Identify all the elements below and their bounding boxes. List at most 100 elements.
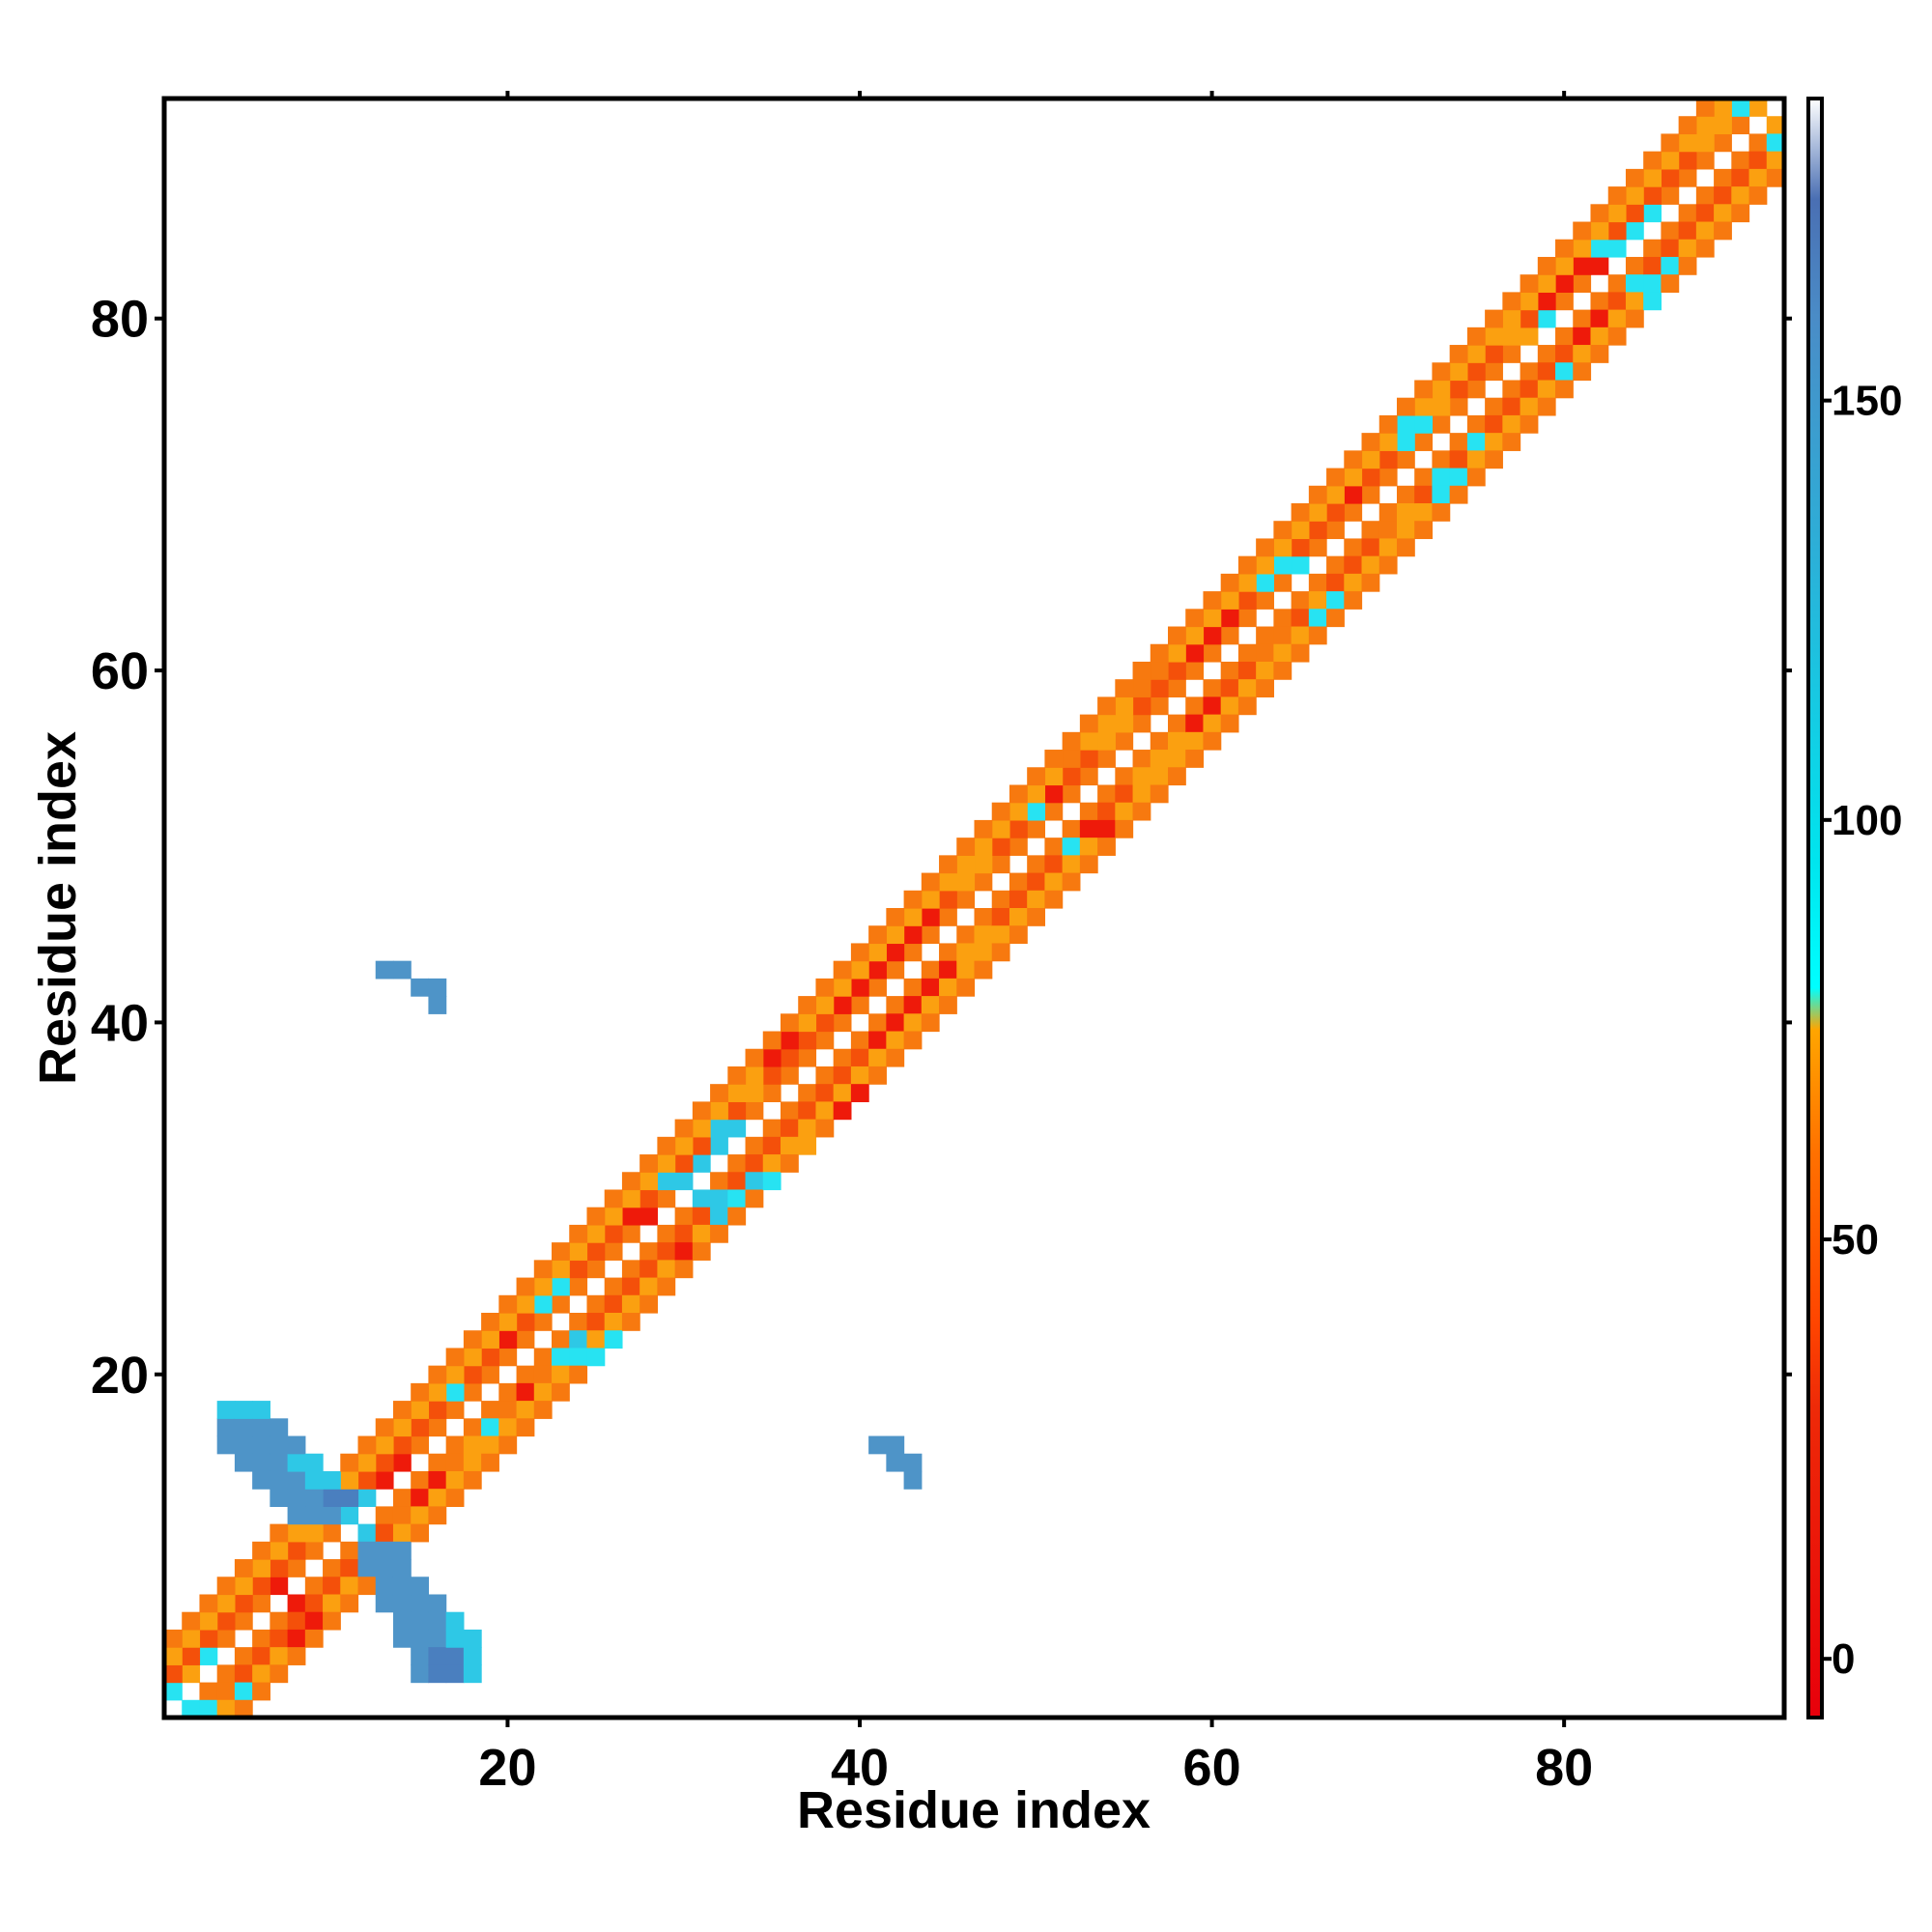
heatmap-cell <box>710 1136 728 1155</box>
colorbar: 0 50 100 150 <box>1806 97 1902 1719</box>
heatmap-cell <box>182 1699 201 1719</box>
heatmap-cell <box>1625 221 1644 241</box>
heatmap-cell <box>833 1065 852 1085</box>
heatmap-cell <box>304 1523 324 1543</box>
heatmap-cell <box>1695 151 1715 170</box>
heatmap-cell <box>762 1119 781 1138</box>
heatmap-cell <box>1150 679 1169 697</box>
heatmap-cell <box>1115 731 1134 751</box>
heatmap-cell <box>182 1629 201 1648</box>
heatmap-cell <box>1678 221 1697 241</box>
heatmap-cell <box>287 1629 306 1648</box>
heatmap-cell <box>1097 714 1116 733</box>
heatmap-cell <box>1237 555 1257 575</box>
heatmap-cell <box>481 1401 499 1419</box>
heatmap-cell <box>216 1664 236 1684</box>
heatmap-cell <box>903 978 923 997</box>
heatmap-cell <box>182 1611 201 1631</box>
heatmap-cell <box>1643 204 1662 223</box>
heatmap-cell <box>1396 485 1415 504</box>
heatmap-cell <box>533 1313 553 1331</box>
heatmap-cell <box>1449 397 1468 416</box>
heatmap-cell <box>1237 573 1257 592</box>
heatmap-cell <box>340 1541 359 1560</box>
heatmap-cell <box>657 1154 676 1173</box>
heatmap-cell <box>1291 643 1310 663</box>
heatmap-cell <box>815 996 835 1014</box>
heatmap-cell <box>1573 309 1592 328</box>
heatmap-cell <box>1185 643 1205 663</box>
heatmap-cell <box>1485 450 1503 469</box>
heatmap-cell <box>798 996 817 1014</box>
heatmap-cell <box>1115 784 1134 804</box>
heatmap-cell <box>886 960 905 980</box>
heatmap-cell <box>445 1382 465 1402</box>
heatmap-cell <box>1009 802 1028 821</box>
heatmap-cell <box>974 838 993 856</box>
heatmap-cell <box>1520 397 1539 416</box>
heatmap-cell <box>674 1119 694 1138</box>
heatmap-cell <box>216 1699 236 1719</box>
heatmap-cell <box>1625 309 1644 328</box>
heatmap-cell <box>252 1682 270 1701</box>
colorbar-tick-label: 50 <box>1832 1216 1879 1264</box>
heatmap-cell <box>586 1313 606 1331</box>
heatmap-cell <box>287 1594 306 1613</box>
heatmap-cell <box>991 802 1010 821</box>
heatmap-cell <box>164 1664 183 1684</box>
x-tick-label: 60 <box>1183 1739 1241 1797</box>
heatmap-cell <box>516 1277 535 1296</box>
heatmap-cell <box>569 1348 588 1367</box>
heatmap-cell <box>445 1435 465 1455</box>
heatmap-cell <box>1520 309 1539 328</box>
heatmap-cell <box>991 908 1010 926</box>
heatmap-cell <box>287 1611 306 1631</box>
heatmap-cell <box>657 1189 676 1208</box>
heatmap-cell <box>1326 521 1345 540</box>
heatmap-cell <box>428 996 447 1014</box>
heatmap-cell <box>886 925 905 945</box>
heatmap-cell <box>1308 573 1327 592</box>
heatmap-cell <box>762 1136 781 1155</box>
heatmap-cell <box>921 996 940 1014</box>
heatmap-cell <box>1766 133 1785 153</box>
heatmap-cell <box>1062 750 1081 768</box>
heatmap-cell <box>199 1629 218 1648</box>
heatmap-cell <box>1273 521 1293 540</box>
heatmap-cell <box>411 1506 430 1525</box>
heatmap-cell <box>956 855 976 874</box>
heatmap-cell <box>1132 750 1151 768</box>
heatmap-cell <box>1678 168 1697 187</box>
heatmap-cell <box>1695 221 1715 241</box>
heatmap-cell <box>1396 538 1415 557</box>
heatmap-cell <box>1625 168 1644 187</box>
heatmap-cell <box>1748 186 1768 205</box>
heatmap-cell <box>1432 414 1451 434</box>
heatmap-cell <box>1273 555 1293 575</box>
heatmap-cell <box>252 1664 270 1684</box>
heatmap-cell <box>956 960 976 980</box>
heatmap-cell <box>375 1418 394 1437</box>
heatmap-cell <box>199 1611 218 1631</box>
heatmap-cell <box>1555 239 1574 258</box>
heatmap-cell <box>1590 327 1609 346</box>
heatmap-cell <box>1115 679 1134 697</box>
heatmap-cell <box>1344 555 1363 575</box>
heatmap-cell <box>1308 485 1327 504</box>
heatmap-cell <box>1643 151 1662 170</box>
heatmap-cell <box>780 1136 799 1155</box>
heatmap-cell <box>498 1330 518 1350</box>
heatmap-cell <box>621 1260 640 1279</box>
heatmap-cell <box>639 1242 658 1261</box>
heatmap-cell <box>498 1401 518 1419</box>
heatmap-cell <box>323 1559 341 1577</box>
heatmap-cell <box>1555 362 1574 382</box>
y-tick-label: 20 <box>91 1347 149 1405</box>
heatmap-cell <box>340 1559 359 1577</box>
heatmap-cell <box>1256 661 1274 680</box>
heatmap-cell <box>552 1365 570 1384</box>
heatmap-cell <box>621 1224 640 1243</box>
heatmap-cell <box>780 1031 799 1050</box>
heatmap-cell <box>710 1189 728 1208</box>
heatmap-cell <box>1344 503 1363 522</box>
